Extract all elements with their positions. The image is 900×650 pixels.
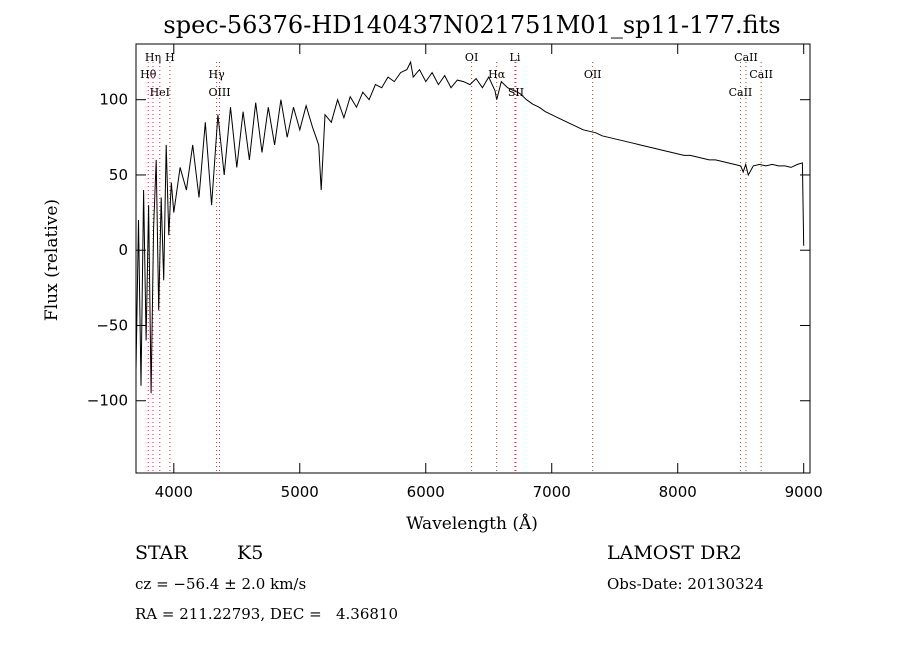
x-tick-label: 8000 [659,483,697,501]
x-tick-label: 4000 [155,483,193,501]
line-label: HeI [150,86,170,99]
y-axis-label: Flux (relative) [42,199,62,321]
coordinates-text: RA = 211.22793, DEC = 4.36810 [135,605,399,623]
obs-date: Obs-Date: 20130324 [607,575,764,593]
line-label: CaII [734,51,758,64]
line-label: Hγ [209,68,226,81]
line-label: CaII [729,86,753,99]
survey-name: LAMOST DR2 [607,542,742,564]
plot-frame [135,43,811,474]
object-subclass: K5 [237,542,264,564]
x-axis-label: Wavelength (Å) [406,513,538,534]
redshift-text: cz = −56.4 ± 2.0 km/s [135,575,307,593]
spectrum-line [135,60,805,394]
x-tick-label: 5000 [281,483,319,501]
line-label: CaII [749,68,773,81]
chart-title: spec-56376-HD140437N021751M01_sp11-177.f… [163,11,780,39]
x-tick-label: 6000 [407,483,445,501]
object-class: STAR [135,542,188,564]
line-label: Hα [488,68,506,81]
y-tick-label: 50 [109,166,128,184]
y-tick-label: 0 [118,241,128,259]
line-label: SII [508,86,524,99]
line-label: Li [510,51,521,64]
x-tick-label: 9000 [785,483,823,501]
line-label: Hη [145,51,161,64]
y-tick-label: −100 [87,392,128,410]
y-tick-label: −50 [96,316,128,334]
line-label: OI [465,51,478,64]
line-label: H [165,51,175,64]
y-tick-label: 100 [99,91,128,109]
line-label: Hθ [140,68,157,81]
x-tick-label: 7000 [533,483,571,501]
line-label: OII [584,68,602,81]
line-label: OIII [208,86,230,99]
